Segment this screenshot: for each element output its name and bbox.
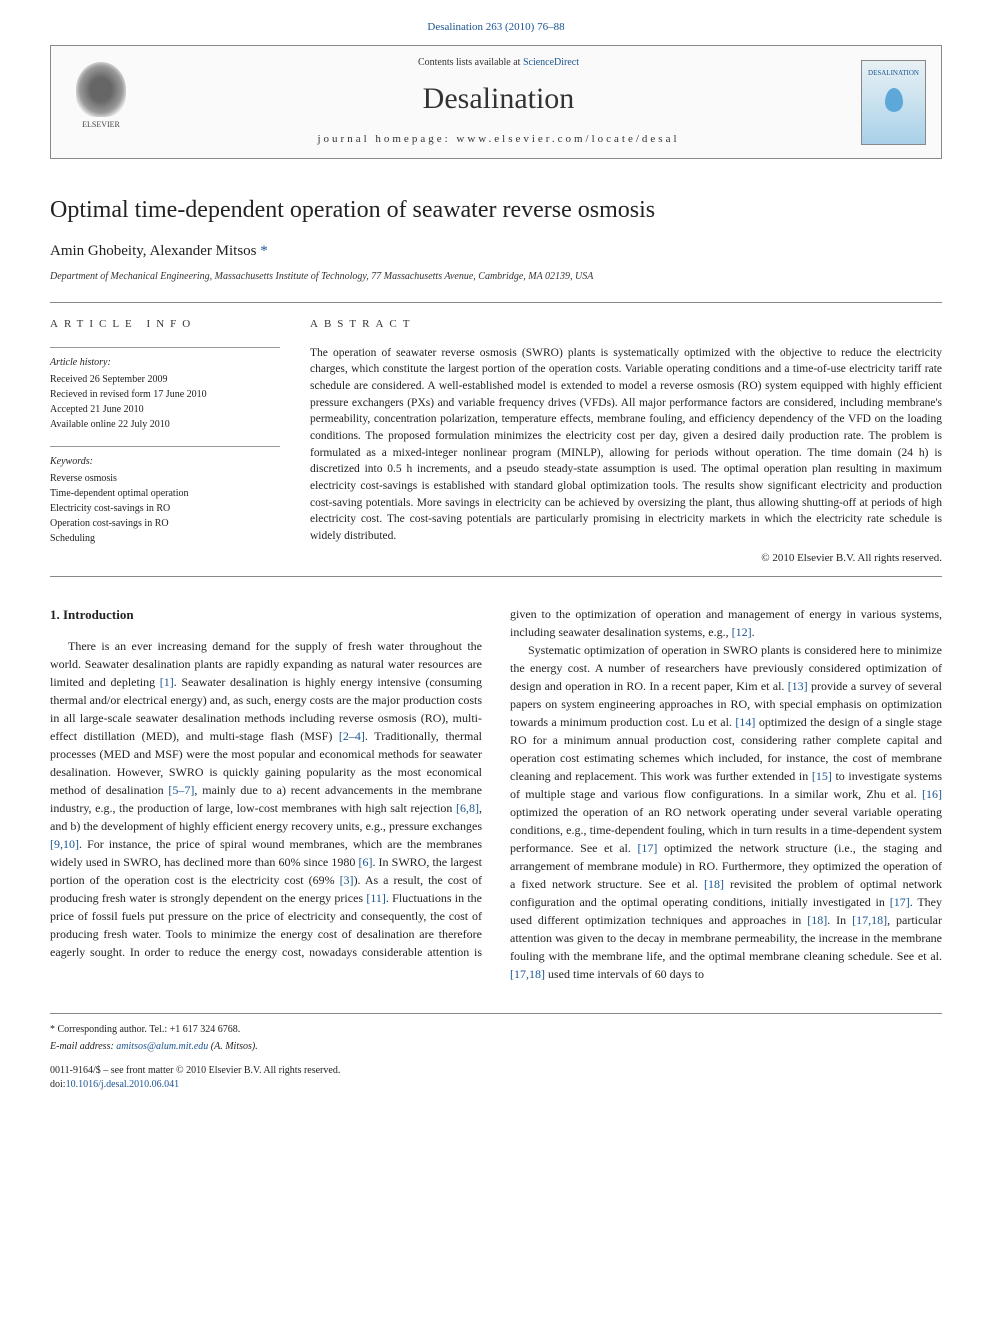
abstract-col: ABSTRACT The operation of seawater rever… [310,317,942,566]
corresponding-author: * Corresponding author. Tel.: +1 617 324… [50,1022,942,1037]
keyword: Electricity cost-savings in RO [50,501,280,516]
journal-cover-thumb: DESALINATION [861,60,926,145]
contents-prefix: Contents lists available at [418,57,523,68]
doi-link[interactable]: 10.1016/j.desal.2010.06.041 [66,1079,180,1090]
homepage-line: journal homepage: www.elsevier.com/locat… [136,132,861,147]
body-paragraph: Systematic optimization of operation in … [510,641,942,983]
sciencedirect-link[interactable]: ScienceDirect [523,57,579,68]
ref-link[interactable]: [17,18] [510,967,545,981]
elsevier-label: ELSEVIER [82,119,120,130]
keyword: Time-dependent optimal operation [50,486,280,501]
info-divider-1 [50,347,280,348]
ref-link[interactable]: [3] [340,873,354,887]
divider-top [50,302,942,303]
ref-link[interactable]: [6,8] [456,801,479,815]
ref-link[interactable]: [17] [890,895,910,909]
abstract-heading: ABSTRACT [310,317,942,332]
article-info-col: ARTICLE INFO Article history: Received 2… [50,317,280,566]
authors: Amin Ghobeity, Alexander Mitsos * [50,241,942,262]
email-link[interactable]: amitsos@alum.mit.edu [116,1041,208,1052]
footer-block: * Corresponding author. Tel.: +1 617 324… [50,1013,942,1092]
ref-link[interactable]: [14] [735,715,755,729]
ref-link[interactable]: [11] [366,891,386,905]
email-prefix: E-mail address: [50,1041,116,1052]
keywords-block: Keywords: Reverse osmosis Time-dependent… [50,446,280,546]
article-info-heading: ARTICLE INFO [50,317,280,332]
keyword: Operation cost-savings in RO [50,516,280,531]
divider-bottom [50,576,942,577]
ref-link[interactable]: [13] [788,679,808,693]
keyword: Scheduling [50,531,280,546]
ref-link[interactable]: [2–4] [339,729,365,743]
ref-link[interactable]: [12] [732,625,752,639]
doi-block: 0011-9164/$ – see front matter © 2010 El… [50,1064,942,1092]
front-matter: 0011-9164/$ – see front matter © 2010 El… [50,1064,942,1078]
history-line: Recieved in revised form 17 June 2010 [50,387,280,402]
abstract-text: The operation of seawater reverse osmosi… [310,345,942,545]
email-line: E-mail address: amitsos@alum.mit.edu (A.… [50,1039,942,1054]
email-suffix: (A. Mitsos). [208,1041,257,1052]
ref-link[interactable]: [6] [358,855,372,869]
ref-link[interactable]: [17,18] [852,913,887,927]
ref-link[interactable]: [16] [922,787,942,801]
ref-link[interactable]: [18] [704,877,724,891]
article-title: Optimal time-dependent operation of seaw… [50,194,942,228]
history-line: Available online 22 July 2010 [50,417,280,432]
info-divider-2 [50,446,280,447]
ref-link[interactable]: [1] [160,675,174,689]
body-columns: 1. Introduction There is an ever increas… [50,605,942,983]
ref-link[interactable]: [15] [812,769,832,783]
section-heading: 1. Introduction [50,605,482,625]
contents-line: Contents lists available at ScienceDirec… [136,56,861,70]
keyword: Reverse osmosis [50,471,280,486]
history-heading: Article history: [50,356,280,370]
body-text: . In [827,913,852,927]
doi-line: doi:10.1016/j.desal.2010.06.041 [50,1078,942,1092]
journal-name: Desalination [136,78,861,120]
author-names: Amin Ghobeity, Alexander Mitsos [50,243,260,259]
water-drop-icon [885,88,903,112]
ref-link[interactable]: [9,10] [50,837,79,851]
ref-link[interactable]: [5–7] [168,783,194,797]
body-text: . [752,625,755,639]
header-center: Contents lists available at ScienceDirec… [136,56,861,147]
journal-reference: Desalination 263 (2010) 76–88 [50,20,942,35]
history-line: Received 26 September 2009 [50,372,280,387]
cover-label: DESALINATION [868,69,919,79]
body-text: used time intervals of 60 days to [545,967,704,981]
affiliation: Department of Mechanical Engineering, Ma… [50,270,942,284]
corresponding-mark: * [260,243,268,259]
elsevier-tree-icon [76,62,126,117]
history-line: Accepted 21 June 2010 [50,402,280,417]
journal-header: ELSEVIER Contents lists available at Sci… [50,45,942,158]
doi-prefix: doi: [50,1079,66,1090]
ref-link[interactable]: [17] [637,841,657,855]
ref-link[interactable]: [18] [807,913,827,927]
keywords-heading: Keywords: [50,455,280,469]
info-abstract-row: ARTICLE INFO Article history: Received 2… [50,317,942,566]
copyright: © 2010 Elsevier B.V. All rights reserved… [310,551,942,566]
elsevier-logo: ELSEVIER [66,62,136,142]
